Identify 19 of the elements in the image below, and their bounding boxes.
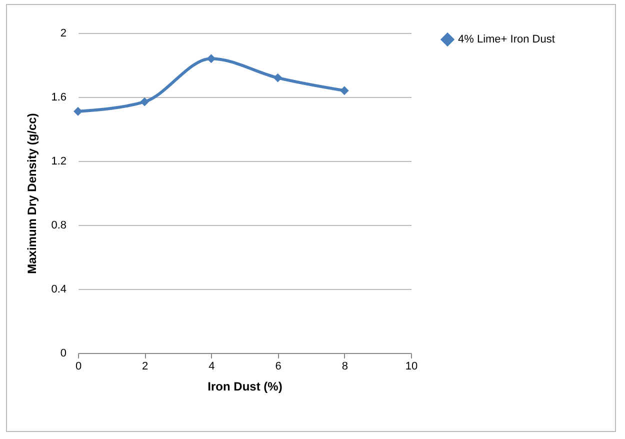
y-tick-label: 0 <box>60 348 66 360</box>
x-tick-label: 0 <box>75 360 82 372</box>
x-tick-label: 10 <box>405 360 418 372</box>
y-tick-label: 0.4 <box>51 284 66 296</box>
x-tick-label: 6 <box>275 360 282 372</box>
x-tick-label: 2 <box>142 360 148 372</box>
y-tick-label: 2 <box>60 28 66 40</box>
legend-label: 4% Lime+ Iron Dust <box>458 34 555 46</box>
x-tick-label: 4 <box>208 360 215 372</box>
x-tick-label: 8 <box>342 360 348 372</box>
y-tick-label: 1.6 <box>51 92 66 104</box>
point <box>340 86 349 96</box>
y-tick-label: 1.2 <box>51 156 66 168</box>
point <box>273 73 282 82</box>
point <box>140 97 150 106</box>
x-axis-title: Iron Dust (%) <box>208 380 282 394</box>
y-tick-label: 0.8 <box>51 220 66 232</box>
y-axis-title: Maximum Dry Density (g/cc) <box>25 113 40 274</box>
point <box>74 106 82 116</box>
